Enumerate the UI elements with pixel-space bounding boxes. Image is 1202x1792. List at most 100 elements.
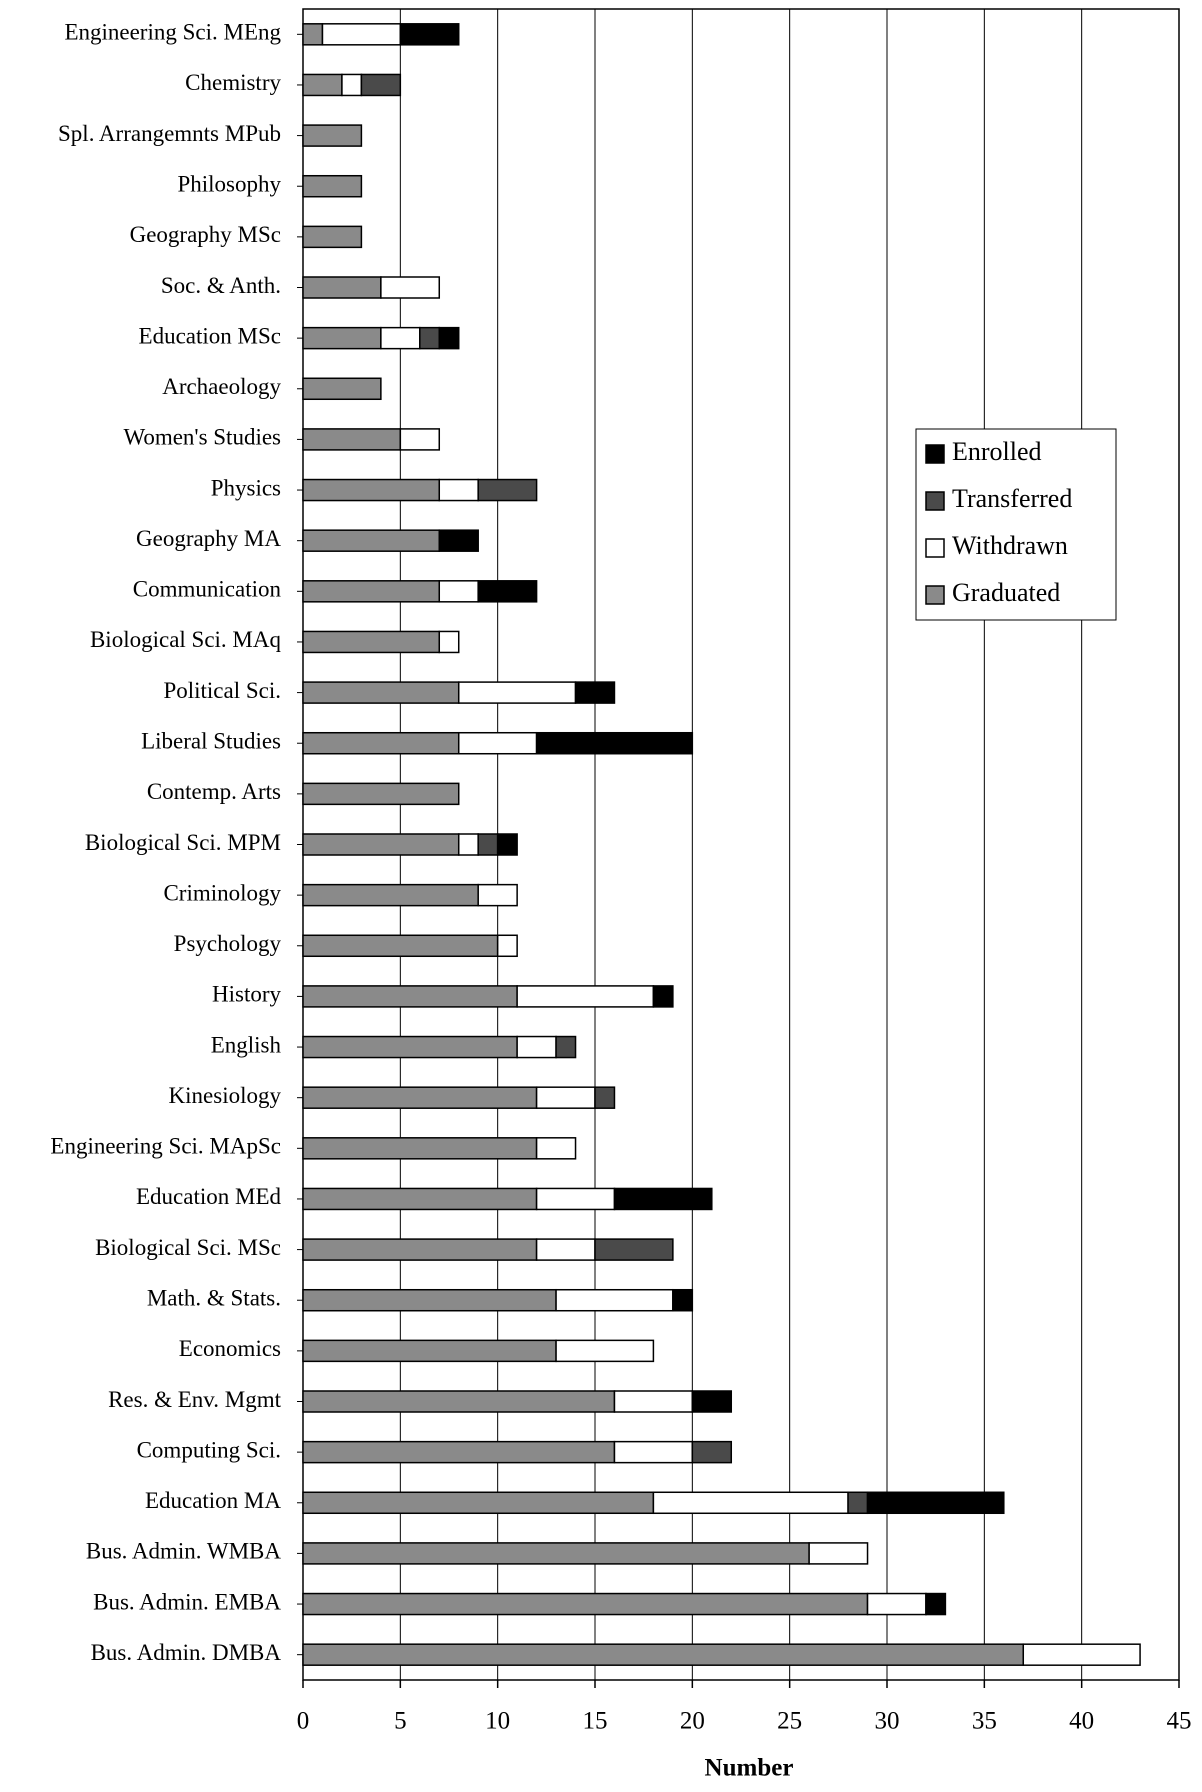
y-tick-label: Education MA [145,1488,281,1513]
bar-segment [516,1035,557,1059]
bar-segment [594,1238,674,1261]
y-tick-label: Res. & Env. Mgmt [108,1387,282,1412]
y-tick-label: Liberal Studies [141,729,281,754]
y-tick-label: Criminology [163,880,281,905]
y-tick-label: Geography MA [136,526,281,551]
bar-segment [302,377,382,401]
y-tick-label: Engineering Sci. MApSc [50,1134,281,1159]
legend-label: Graduated [952,578,1060,607]
y-tick-label: Math. & Stats. [147,1286,281,1311]
bar-segment [477,580,538,603]
bar-segment [302,276,382,299]
bar-segment [496,934,518,958]
bar-segment [302,1542,810,1565]
x-tick-label: 20 [680,1708,705,1735]
bar-segment [341,73,363,97]
bar-segment [438,326,460,350]
x-tick-label: 25 [777,1708,802,1735]
bar-segment [574,681,616,704]
x-tick-label: 5 [394,1708,407,1735]
bar-segment [302,681,460,704]
bar-segment [613,1390,694,1413]
bar-segment [652,985,674,1008]
y-tick-label: Engineering Sci. MEng [64,20,281,45]
bar-segment [866,1592,927,1616]
x-tick-label: 10 [485,1708,510,1735]
bar-segment [457,731,538,755]
bar-segment [691,1390,733,1413]
bar-segment [302,1288,557,1312]
x-tick-label: 35 [972,1708,997,1735]
bar-segment [302,1137,538,1160]
y-tick-label: English [211,1032,282,1057]
bar-segment [438,478,479,502]
bar-segment [925,1592,947,1616]
bar-segment [302,934,499,958]
y-tick-label: Education MEd [136,1184,281,1209]
x-axis-label: Number [705,1755,794,1782]
legend-swatch [925,491,945,511]
bar-segment [302,1592,869,1616]
legend-label: Transferred [952,484,1072,513]
y-tick-label: Contemp. Arts [147,779,281,804]
bar-segment [302,1339,557,1363]
bar-segment [847,1491,869,1515]
bar-segment [360,73,402,97]
x-tick-label: 0 [297,1708,310,1735]
bar-segment [302,1187,538,1211]
legend-box [915,428,1117,621]
legend-label: Enrolled [952,437,1042,466]
legend-label: Withdrawn [952,531,1068,560]
legend-swatch [925,538,945,558]
y-tick-label: Chemistry [185,70,281,95]
bar-segment [535,1086,596,1109]
y-tick-label: Communication [133,577,282,602]
x-tick-label: 40 [1069,1708,1094,1735]
bar-segment [302,1035,518,1059]
y-tick-label: Women's Studies [123,425,281,450]
y-tick-label: Economics [179,1336,281,1361]
bar-segment [613,1187,713,1211]
bar-segment [535,731,694,755]
x-tick-label: 15 [583,1708,608,1735]
y-tick-label: Bus. Admin. DMBA [91,1640,282,1665]
bar-segment [477,833,499,856]
bar-segment [691,1440,733,1464]
bar-segment [672,1288,694,1312]
bar-segment [302,428,402,451]
bar-segment [496,833,518,856]
bar-segment [535,1187,616,1211]
bar-segment [438,529,479,552]
y-tick-label: Spl. Arrangemnts MPub [58,121,281,146]
bar-segment [302,1390,616,1413]
y-tick-label: History [212,982,282,1007]
y-tick-label: Soc. & Anth. [161,273,281,298]
bar-segment [380,326,421,350]
y-tick-label: Biological Sci. MSc [95,1235,281,1260]
bar-segment [302,580,441,603]
bar-segment [457,833,479,856]
y-tick-label: Bus. Admin. WMBA [86,1539,281,1564]
bar-segment [302,174,363,198]
bar-segment [457,681,577,704]
bar-segment [438,630,460,654]
y-tick-label: Biological Sci. MPM [85,830,281,855]
y-tick-label: Biological Sci. MAq [90,627,282,652]
bar-segment [555,1288,674,1312]
bar-segment [477,478,538,502]
y-tick-label: Physics [211,475,281,500]
bar-segment [594,1086,616,1109]
bar-segment [302,326,382,350]
x-tick-label: 45 [1167,1708,1192,1735]
bar-segment [302,73,343,97]
bar-segment [555,1339,655,1363]
bar-segment [535,1238,596,1261]
bar-segment [302,1491,655,1515]
bar-segment [419,326,441,350]
y-tick-label: Bus. Admin. EMBA [93,1589,281,1614]
y-tick-label: Kinesiology [169,1083,282,1108]
bar-segment [302,1643,1025,1666]
bar-segment [302,1086,538,1109]
bar-segment [302,883,479,907]
